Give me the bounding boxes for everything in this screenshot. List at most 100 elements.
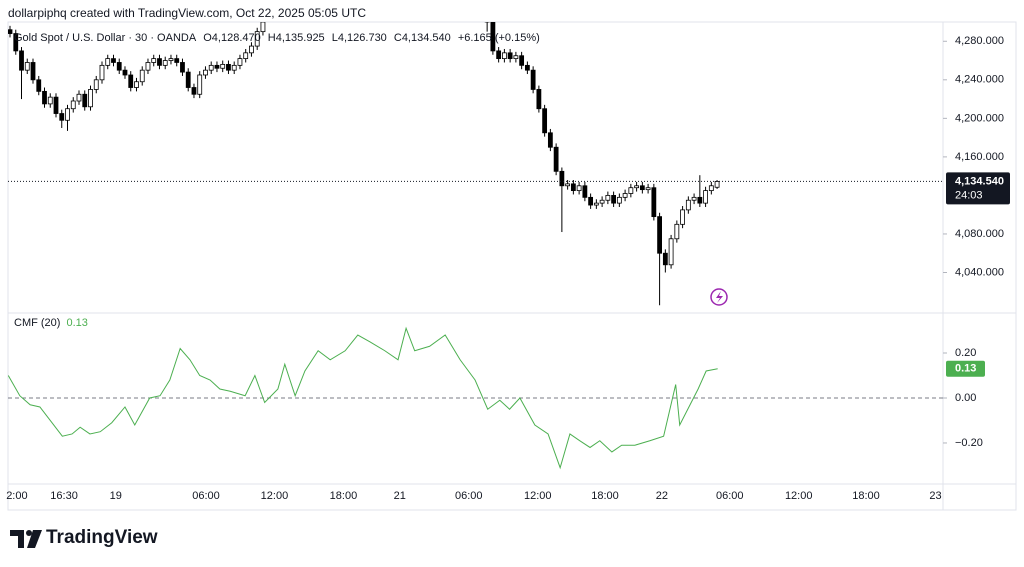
frame — [7, 21, 1017, 511]
x-tick-label: 16:30 — [50, 490, 78, 502]
candle-body — [24, 62, 30, 71]
x-tick-label: 12:00 — [785, 490, 813, 502]
candle-body — [513, 55, 519, 60]
candle-body — [8, 29, 13, 34]
candle-body — [53, 96, 59, 114]
x-tick-label: 06:00 — [716, 490, 744, 502]
x-tick-label: 12:00 — [524, 490, 552, 502]
candle-body — [680, 209, 685, 225]
candle-body — [30, 62, 36, 81]
candle-body — [496, 50, 502, 60]
candle-body — [243, 52, 249, 60]
y-tick-label: −0.20 — [955, 437, 983, 449]
x-tick-label: 18:00 — [852, 490, 880, 502]
candle-body — [36, 79, 42, 92]
candle-body — [226, 63, 231, 71]
cmf-value-label: 0.13 — [955, 363, 976, 375]
candle-body — [708, 185, 714, 192]
x-tick-label: 23 — [929, 490, 941, 502]
candle-body — [628, 187, 634, 194]
candle-body — [249, 45, 254, 54]
candle-body — [542, 108, 548, 134]
candle-body — [611, 195, 617, 204]
candle-body — [530, 69, 536, 90]
candle-body — [524, 64, 530, 71]
candle-body — [582, 185, 588, 198]
candle-body — [622, 193, 628, 198]
candle-body — [588, 196, 594, 206]
y-tick-label: 0.20 — [955, 347, 976, 359]
candle-body — [639, 185, 645, 191]
candle-body — [76, 93, 82, 102]
candle-body — [82, 93, 88, 108]
candle-body — [191, 87, 197, 95]
candle-body — [105, 58, 111, 66]
candle-body — [507, 52, 513, 60]
candle-body — [47, 96, 53, 105]
candle-body — [685, 199, 691, 211]
candle-body — [19, 50, 24, 71]
candle-body — [254, 31, 260, 47]
y-tick-label: 4,040.000 — [955, 266, 1004, 278]
candle-body — [220, 63, 226, 69]
candle-body — [490, 22, 496, 52]
candle-body — [231, 64, 237, 71]
price-pane — [8, 22, 943, 306]
candle-body — [599, 199, 605, 204]
candle-body — [519, 55, 525, 66]
candle-body — [691, 196, 697, 201]
candle-body — [214, 64, 220, 69]
candle-body — [151, 58, 157, 63]
y-tick-label: 4,280.000 — [955, 35, 1004, 47]
candle-body — [547, 132, 553, 148]
candle-body — [99, 64, 105, 81]
candle-body — [634, 185, 640, 189]
x-tick-label: 18:00 — [330, 490, 358, 502]
candle-body — [180, 62, 185, 73]
candle-body — [65, 108, 70, 121]
candle-body — [134, 81, 139, 88]
candle-body — [657, 216, 662, 254]
ohlc-close: C4,134.540 — [393, 32, 451, 44]
candle-body — [553, 146, 559, 172]
candle-body — [145, 62, 151, 71]
ohlc-high: H4,135.925 — [267, 32, 325, 44]
candle-body — [565, 183, 571, 187]
candle-body — [162, 60, 168, 66]
countdown-label: 24:03 — [955, 189, 983, 201]
cmf-value-box — [946, 360, 985, 377]
y-tick-label: 4,200.000 — [955, 112, 1004, 124]
brand: TradingView — [46, 527, 158, 548]
candle-body — [697, 196, 703, 204]
event-icon[interactable] — [710, 288, 728, 306]
candle-body — [59, 113, 65, 121]
symbol-title: Gold Spot / U.S. Dollar · 30 · OANDA — [14, 32, 197, 44]
ohlc-change: +6.165 (+0.15%) — [457, 32, 540, 44]
y-tick-label: 0.00 — [955, 392, 976, 404]
event-icon-bolt — [716, 291, 723, 303]
y-tick-label: 4,080.000 — [955, 228, 1004, 240]
x-tick-label: 22 — [656, 490, 668, 502]
candle-body — [185, 71, 191, 88]
y-tick-label: 4,160.000 — [955, 151, 1004, 163]
candle-body — [168, 58, 174, 61]
axes: 4,280.000 4,240.000 4,200.000 4,160.000 4,08… — [6, 35, 1010, 502]
candle-body — [703, 190, 708, 204]
x-tick-label: 06:00 — [192, 490, 220, 502]
last-price-label: 4,134.540 — [955, 175, 1004, 187]
candle-body — [13, 33, 19, 52]
candle-body — [203, 69, 208, 76]
candle-body — [93, 79, 99, 90]
ohlc-open: O4,128.470 — [203, 32, 261, 44]
x-tick-label: 21 — [394, 490, 406, 502]
cmf-title: CMF (20) — [14, 317, 61, 329]
cmf-legend: CMF (20) 0.13 — [14, 317, 88, 329]
candle-body — [139, 69, 145, 83]
candle-body — [237, 58, 243, 66]
candle-body — [197, 74, 203, 95]
x-tick-label: 18:00 — [591, 490, 619, 502]
candle-body — [208, 64, 214, 71]
candle-body — [605, 195, 611, 201]
